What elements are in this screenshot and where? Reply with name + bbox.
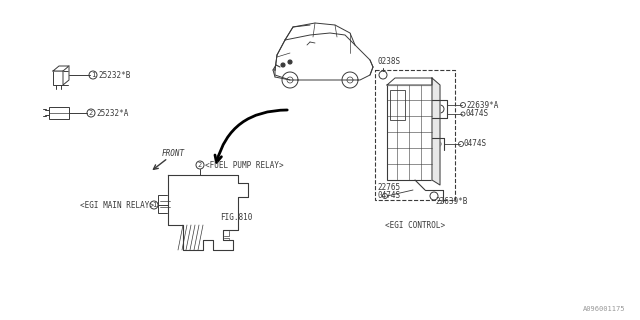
- Text: FIG.810: FIG.810: [220, 212, 252, 221]
- Polygon shape: [387, 78, 432, 85]
- Text: 1: 1: [91, 72, 95, 78]
- Polygon shape: [168, 175, 248, 250]
- Bar: [171, 197, 184, 205]
- Bar: [222, 238, 229, 244]
- Text: FRONT: FRONT: [162, 149, 185, 158]
- Text: 0474S: 0474S: [377, 191, 400, 201]
- Text: 22765: 22765: [377, 183, 400, 193]
- Bar: [185, 188, 196, 195]
- Bar: [53, 71, 69, 85]
- Bar: [213, 230, 220, 236]
- Bar: [199, 179, 210, 186]
- Text: 25232*A: 25232*A: [96, 108, 129, 117]
- Text: 0238S: 0238S: [377, 58, 400, 67]
- Text: A096001175: A096001175: [582, 306, 625, 312]
- Text: 2: 2: [89, 110, 93, 116]
- Bar: [171, 179, 182, 186]
- Text: 1: 1: [152, 202, 156, 208]
- Text: 25232*B: 25232*B: [98, 70, 131, 79]
- Bar: [158, 195, 170, 213]
- Bar: [185, 179, 196, 186]
- Bar: [375, 70, 455, 200]
- Text: <EGI MAIN RELAY>: <EGI MAIN RELAY>: [80, 201, 154, 210]
- Polygon shape: [432, 78, 440, 185]
- Polygon shape: [53, 66, 69, 71]
- Circle shape: [281, 63, 285, 67]
- Bar: [222, 230, 229, 236]
- Bar: [208, 204, 218, 209]
- Bar: [213, 179, 224, 186]
- Text: 0474S: 0474S: [464, 140, 487, 148]
- Bar: [49, 107, 69, 119]
- Circle shape: [288, 60, 292, 64]
- Bar: [213, 188, 224, 195]
- Bar: [208, 197, 218, 202]
- Bar: [213, 238, 220, 244]
- Bar: [187, 207, 200, 215]
- Bar: [208, 211, 218, 216]
- Text: <FUEL PUMP RELAY>: <FUEL PUMP RELAY>: [205, 161, 284, 170]
- Text: 22639*B: 22639*B: [435, 197, 467, 206]
- Bar: [171, 188, 182, 195]
- Bar: [171, 207, 184, 215]
- Bar: [199, 188, 210, 195]
- Text: 0474S: 0474S: [466, 109, 489, 118]
- Bar: [387, 85, 432, 180]
- Text: 2: 2: [198, 162, 202, 168]
- Bar: [208, 218, 218, 223]
- Bar: [390, 90, 405, 120]
- Bar: [187, 197, 200, 205]
- Text: <EGI CONTROL>: <EGI CONTROL>: [385, 220, 445, 229]
- Text: 22639*A: 22639*A: [466, 100, 499, 109]
